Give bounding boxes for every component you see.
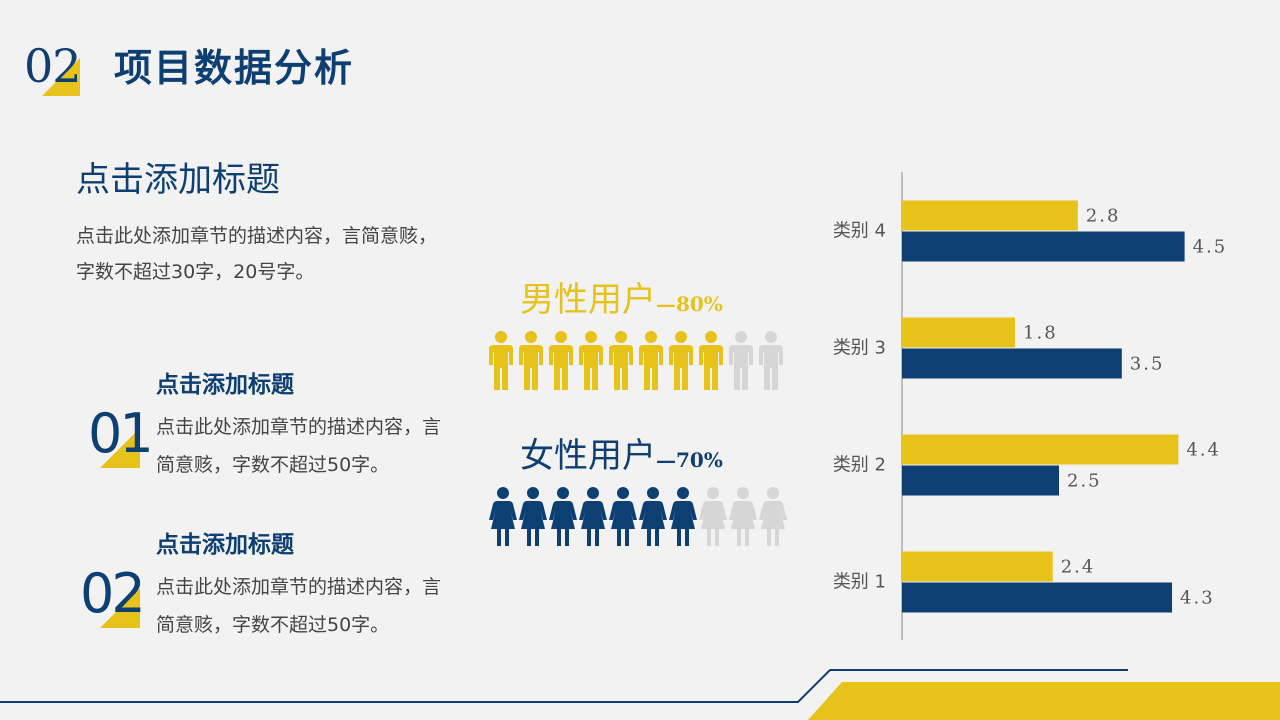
female-person-icon (549, 487, 577, 546)
data-label: 2.5 (1067, 471, 1102, 492)
data-label: 4.5 (1193, 237, 1228, 258)
male-person-icon (489, 331, 513, 390)
female-person-icon (759, 487, 787, 546)
data-label: 4.4 (1186, 440, 1221, 461)
item-1-accent-triangle (100, 428, 140, 468)
female-icons-row (488, 486, 788, 548)
bar (902, 231, 1185, 262)
page-title: 项目数据分析 (114, 46, 355, 90)
category-label: 类别 1 (833, 572, 886, 593)
male-users-label: 男性用户—80% (520, 278, 723, 326)
female-person-icon (579, 487, 607, 546)
male-person-icon (759, 331, 783, 390)
category-label: 类别 3 (833, 338, 886, 359)
item-2-accent-triangle (100, 588, 140, 628)
male-person-icon (549, 331, 573, 390)
bar-chart: 类别 1 2.4 4.3 类别 2 4.4 2.5 类别 3 1.8 3.5 类别 4 2.8 4.5 (833, 172, 1228, 640)
bar (902, 465, 1059, 496)
female-person-icon (669, 487, 697, 546)
section-number: 02 (24, 39, 82, 93)
female-person-icon (729, 487, 757, 546)
data-label: 2.8 (1086, 206, 1121, 227)
female-person-icon (519, 487, 547, 546)
item-2-description[interactable]: 点击此处添加章节的描述内容，言简意赅，字数不超过50字。 (156, 576, 442, 636)
item-1-title[interactable]: 点击添加标题 (156, 372, 294, 398)
male-icons-row (486, 330, 786, 392)
data-label: 2.4 (1061, 557, 1096, 578)
item-2-title[interactable]: 点击添加标题 (156, 532, 294, 558)
bar (902, 551, 1053, 582)
data-label: 1.8 (1023, 323, 1058, 344)
male-users-text: 男性用户 (520, 280, 656, 320)
bar (902, 582, 1173, 613)
male-person-icon (639, 331, 663, 390)
female-person-icon (489, 487, 517, 546)
female-person-icon (639, 487, 667, 546)
male-users-percent: —80% (656, 292, 723, 316)
data-label: 3.5 (1130, 354, 1165, 375)
bar (902, 348, 1122, 379)
male-person-icon (519, 331, 543, 390)
item-1-description[interactable]: 点击此处添加章节的描述内容，言简意赅，字数不超过50字。 (156, 416, 442, 476)
bar (902, 434, 1179, 465)
header-accent-triangle (42, 58, 80, 96)
female-users-label: 女性用户—70% (520, 434, 723, 482)
female-users-percent: —70% (656, 448, 723, 472)
category-label: 类别 4 (833, 221, 886, 242)
bottom-decoration (0, 669, 1280, 720)
bar (902, 200, 1078, 231)
category-label: 类别 2 (833, 455, 886, 476)
item-1-number: 01 (88, 402, 154, 465)
male-person-icon (609, 331, 633, 390)
female-users-text: 女性用户 (520, 436, 656, 476)
female-person-icon (699, 487, 727, 546)
bottom-deco-line (0, 669, 1128, 703)
male-person-icon (729, 331, 753, 390)
item-2-number: 02 (80, 562, 146, 625)
male-person-icon (669, 331, 693, 390)
male-person-icon (699, 331, 723, 390)
male-person-icon (579, 331, 603, 390)
female-person-icon (609, 487, 637, 546)
bar (902, 317, 1016, 348)
main-description[interactable]: 点击此处添加章节的描述内容，言简意赅，字数不超过30字，20号字。 (76, 225, 438, 283)
bottom-deco-band (808, 682, 1280, 720)
data-label: 4.3 (1180, 588, 1215, 609)
main-heading[interactable]: 点击添加标题 (76, 160, 280, 200)
